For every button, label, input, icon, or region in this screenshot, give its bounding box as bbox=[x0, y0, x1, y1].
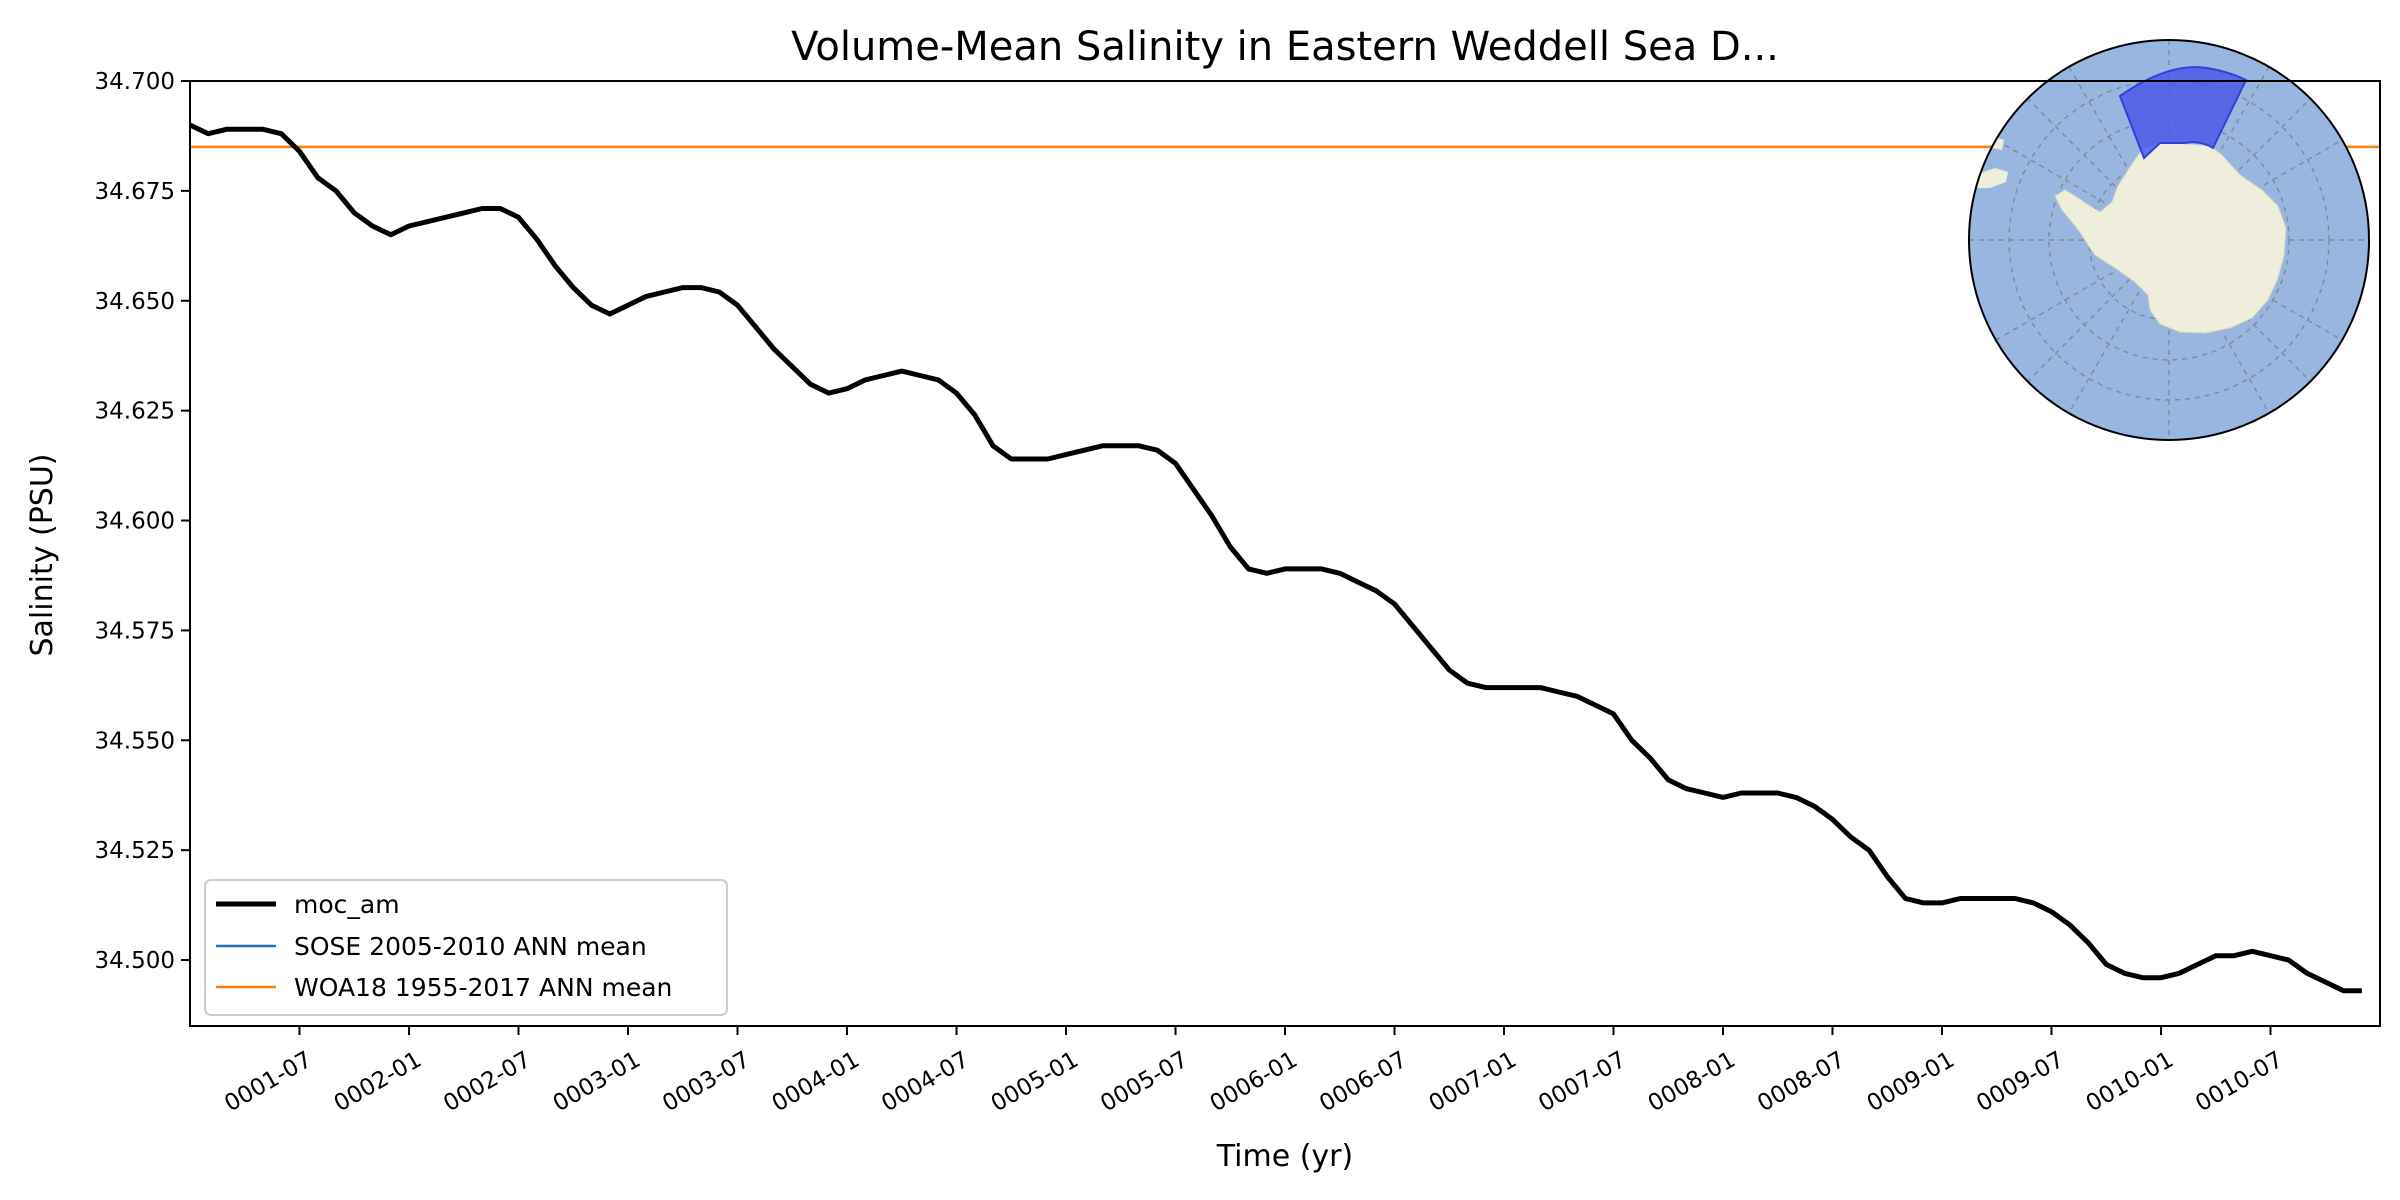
y-tick-label: 34.550 bbox=[95, 728, 175, 754]
x-tick-label: 0008-01 bbox=[1644, 1047, 1740, 1118]
x-tick-label: 0003-01 bbox=[549, 1047, 645, 1118]
x-tick-label: 0004-07 bbox=[877, 1047, 973, 1118]
plot-area-frame bbox=[189, 80, 2381, 1027]
y-tick-label: 34.575 bbox=[95, 618, 175, 644]
south-america-tip bbox=[1975, 168, 2008, 188]
x-tick-label: 0005-07 bbox=[1096, 1047, 1192, 1118]
y-tick-label: 34.625 bbox=[95, 399, 175, 425]
y-axis-ticks: 34.500 34.525 34.550 34.575 34.600 34.625 34.6… bbox=[95, 69, 190, 974]
x-tick-label: 0005-01 bbox=[987, 1047, 1083, 1118]
x-tick-label: 0007-07 bbox=[1534, 1047, 1630, 1118]
x-tick-label: 0009-07 bbox=[1972, 1047, 2068, 1118]
x-tick-label: 0004-01 bbox=[768, 1047, 864, 1118]
x-tick-label: 0002-07 bbox=[439, 1047, 535, 1118]
x-tick-label: 0003-07 bbox=[658, 1047, 754, 1118]
legend-label-moc-am: moc_am bbox=[294, 890, 400, 919]
x-tick-label: 0001-07 bbox=[220, 1047, 316, 1118]
x-tick-label: 0002-01 bbox=[330, 1047, 426, 1118]
inset-map bbox=[1968, 39, 2370, 441]
legend-label-woa18: WOA18 1955-2017 ANN mean bbox=[294, 973, 672, 1002]
x-tick-label: 0007-01 bbox=[1425, 1047, 1521, 1118]
x-tick-label: 0010-07 bbox=[2191, 1047, 2287, 1118]
y-tick-label: 34.675 bbox=[95, 179, 175, 205]
legend-label-sose: SOSE 2005-2010 ANN mean bbox=[294, 932, 647, 961]
x-axis-ticks: 0001-07 0002-01 0002-07 0003-01 0003-07 0004-… bbox=[220, 1026, 2288, 1118]
series-line-moc-am bbox=[188, 122, 2362, 994]
x-tick-label: 0009-01 bbox=[1863, 1047, 1959, 1118]
x-tick-label: 0010-01 bbox=[2082, 1047, 2178, 1118]
y-axis-label: Salinity (PSU) bbox=[25, 454, 60, 657]
y-tick-label: 34.700 bbox=[95, 69, 175, 95]
y-tick-label: 34.500 bbox=[95, 948, 175, 974]
y-tick-label: 34.600 bbox=[95, 509, 175, 535]
chart-title: Volume-Mean Salinity in Eastern Weddell … bbox=[791, 24, 1779, 70]
x-tick-label: 0006-07 bbox=[1315, 1047, 1411, 1118]
legend: moc_am SOSE 2005-2010 ANN mean WOA18 195… bbox=[204, 879, 728, 1016]
x-tick-label: 0006-01 bbox=[1206, 1047, 1302, 1118]
eastern-weddell-sea-region bbox=[2118, 66, 2248, 160]
x-axis-label: Time (yr) bbox=[1216, 1139, 1353, 1174]
y-tick-label: 34.650 bbox=[95, 289, 175, 315]
y-tick-label: 34.525 bbox=[95, 838, 175, 864]
x-tick-label: 0008-07 bbox=[1753, 1047, 1849, 1118]
antarctica-landmass bbox=[2054, 141, 2287, 334]
